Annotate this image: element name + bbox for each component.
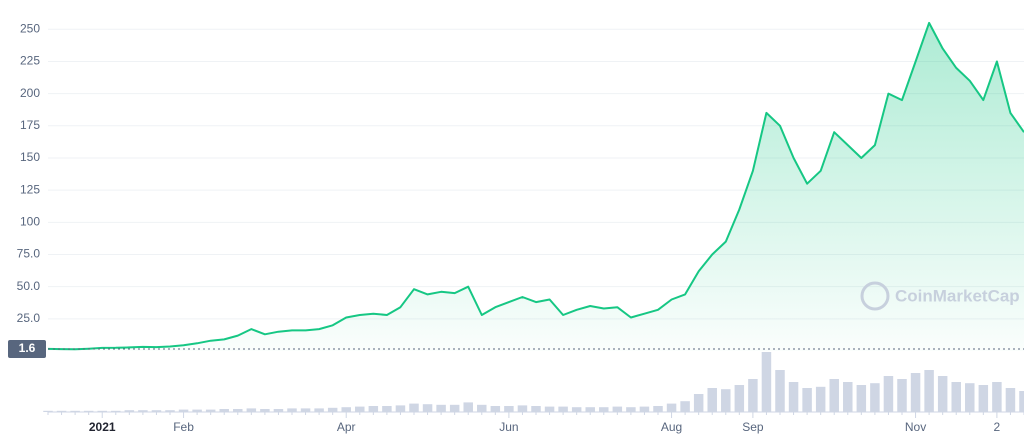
x-tick-label: Sep (742, 420, 764, 434)
volume-bar (449, 404, 460, 412)
y-tick-label: 200 (20, 86, 40, 100)
volume-bar (287, 408, 297, 412)
volume-bar (748, 379, 758, 412)
volume-bar (802, 388, 812, 412)
volume-bar (165, 410, 175, 412)
price-line (47, 21, 1024, 351)
volume-bar (192, 409, 202, 412)
volume-bar (937, 376, 948, 412)
volume-bar (843, 382, 853, 412)
watermark-logo (860, 281, 890, 311)
volume-bar (599, 407, 609, 412)
volume-bar (490, 406, 501, 412)
watermark: CoinMarketCap (860, 281, 1020, 311)
volume-bar (653, 406, 663, 412)
volume-bar (815, 386, 826, 412)
volume-bar (721, 389, 731, 412)
volume-bar (693, 394, 704, 412)
volume-bar (870, 383, 880, 412)
watermark-text: CoinMarketCap (895, 286, 1020, 305)
y-tick-label: 175 (20, 118, 40, 132)
x-tick-label: 2021 (89, 420, 116, 434)
volume-bar (43, 410, 53, 412)
volume-bar (978, 385, 989, 412)
x-tick-label: Aug (661, 420, 682, 434)
reference-badge (8, 339, 46, 358)
volume-bar (558, 406, 568, 412)
y-tick-label: 250 (20, 21, 40, 35)
volume-bar (775, 370, 785, 412)
volume-bar (707, 388, 717, 412)
volume-bar (626, 407, 636, 412)
x-tick-label: Apr (337, 420, 356, 434)
volume-bar (422, 404, 433, 412)
volume-bar (504, 406, 514, 412)
y-tick-label: 225 (20, 54, 40, 68)
volume-bar (260, 409, 270, 412)
volume-bar (829, 379, 839, 412)
x-tick-label: Jun (499, 420, 518, 434)
volume-bar (273, 409, 284, 412)
volume-bar (666, 403, 677, 412)
volume-bar (395, 405, 406, 412)
reference-label: 1.6 (19, 341, 36, 355)
volume-bar (70, 410, 80, 412)
volume-bar (409, 403, 419, 412)
volume-bar (327, 407, 338, 412)
volume-bar (463, 402, 473, 412)
volume-bar (734, 385, 745, 412)
volume-bar (300, 408, 311, 412)
volume-bar (246, 408, 257, 412)
volume-bar (924, 370, 934, 412)
volume-bar (219, 409, 229, 412)
volume-bar (788, 382, 799, 412)
volume-bar (382, 406, 392, 412)
volume-bar (477, 404, 487, 412)
volume-bar (314, 408, 324, 412)
volume-bar (341, 407, 351, 412)
y-tick-label: 150 (20, 150, 40, 164)
volume-bar (138, 410, 148, 412)
volume-bar (151, 410, 162, 412)
price-area (48, 22, 1024, 352)
volume-bar (531, 406, 541, 412)
volume-bar (1005, 388, 1016, 412)
volume-bar (761, 352, 772, 412)
volume-bar (124, 410, 135, 412)
volume-bar (1019, 391, 1024, 412)
volume-bar (910, 373, 921, 412)
y-tick-label: 50.0 (17, 279, 41, 293)
y-tick-label: 100 (20, 214, 40, 228)
volume-bar (883, 376, 894, 412)
volume-bar (965, 383, 975, 412)
volume-bar (56, 410, 67, 412)
volume-bar (897, 379, 907, 412)
volume-bar (544, 406, 555, 412)
volume-bar (517, 405, 528, 412)
volume-bar (178, 409, 189, 412)
volume-bar (205, 409, 216, 412)
volume-bar (856, 385, 867, 412)
volume-bar (585, 407, 595, 412)
volume-bar (97, 410, 107, 412)
volume-bar (639, 406, 650, 412)
y-tick-label: 75.0 (17, 247, 41, 261)
x-tick-label: Nov (905, 420, 926, 434)
y-tick-label: 125 (20, 182, 40, 196)
volume-bar (436, 404, 446, 412)
volume-bar (571, 407, 582, 412)
volume-bar (233, 409, 243, 412)
x-tick-label: Feb (173, 420, 194, 434)
volume-bar (355, 406, 365, 412)
volume-bar (612, 406, 623, 412)
volume-bar (83, 410, 94, 412)
volume-bar (992, 382, 1002, 412)
volume-bar (680, 401, 690, 412)
volume-bar (111, 410, 121, 412)
volume-bar (368, 406, 379, 412)
y-tick-label: 25.0 (17, 311, 41, 325)
volume-bar (951, 382, 961, 412)
x-tick-label: 2 (994, 420, 1001, 434)
